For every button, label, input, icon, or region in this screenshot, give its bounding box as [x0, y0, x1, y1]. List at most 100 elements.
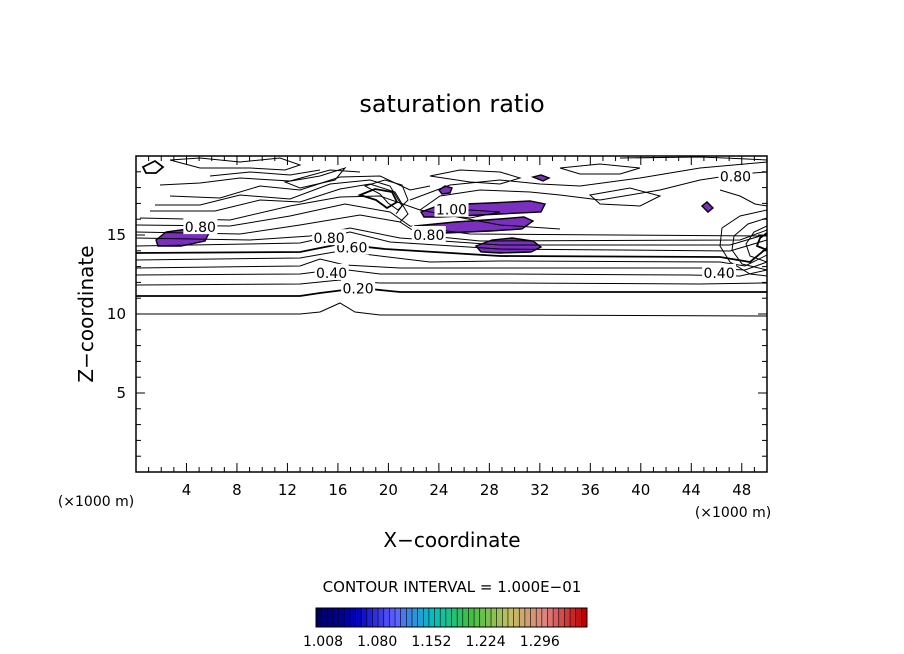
colorbar-swatch [558, 608, 565, 627]
colorbar-swatch [423, 608, 429, 627]
contour-label: 0.80 [720, 170, 751, 186]
x-tick-label: 48 [732, 481, 751, 499]
contour-line [139, 195, 561, 230]
contour-label-bg [183, 218, 218, 235]
contour-line [141, 159, 165, 174]
contour-line [363, 179, 409, 211]
colorbar-swatch [479, 608, 486, 627]
colorbar-swatch [462, 608, 469, 627]
contour-line [283, 167, 347, 189]
colorbar-swatch [474, 608, 480, 627]
contour-label: 0.80 [413, 228, 444, 244]
contour-line [136, 279, 767, 286]
contour-label-bg [312, 229, 347, 246]
x-axis-label: X−coordinate [383, 528, 520, 552]
contour-line [745, 225, 767, 263]
colorbar-label: 1.296 [520, 634, 560, 650]
colorbar-swatch [366, 608, 373, 627]
colorbar-swatch [400, 608, 407, 627]
contour-interval-text: CONTOUR INTERVAL = 1.000E−01 [323, 578, 582, 596]
x-tick-label: 40 [631, 481, 650, 499]
contour-label-bg [411, 226, 446, 242]
colorbar-swatch [321, 608, 328, 627]
colorbar-swatch [383, 608, 390, 627]
colorbar-swatch [372, 608, 379, 627]
contour-label-bg [718, 167, 753, 184]
colorbar-swatch [530, 608, 537, 627]
contour-group: 0.200.40 0.400.600.800.80 0.800.801.00 [136, 156, 767, 317]
contour-line [136, 203, 767, 237]
y-tick-label: 5 [116, 384, 126, 402]
contour-line [731, 217, 767, 271]
colorbar-swatch [327, 608, 333, 627]
colorbar-swatch [411, 608, 418, 627]
contour-line [136, 231, 767, 252]
contour-line [136, 250, 767, 267]
colorbar-swatch [445, 608, 452, 627]
contour-line [209, 169, 321, 177]
contour-line [136, 268, 767, 277]
colorbar-swatch [395, 608, 401, 627]
colorbar-swatch [417, 608, 424, 627]
x-tick-label: 32 [530, 481, 549, 499]
colorbar-label: 1.008 [303, 634, 343, 650]
colorbar: 1.008 1.080 1.152 1.224 1.296 [303, 607, 588, 650]
x-tick-label: 16 [328, 481, 347, 499]
contour-label: 0.20 [343, 282, 374, 298]
contour-line [429, 169, 522, 185]
x-unit-right: (×1000 m) [695, 505, 771, 521]
contour-line [159, 169, 361, 186]
colorbar-swatch [524, 608, 531, 627]
y-tick-label: 10 [107, 305, 126, 323]
colorbar-label: 1.224 [466, 634, 506, 650]
contour-label: 0.40 [316, 266, 347, 282]
contour-line [136, 243, 767, 263]
colorbar-swatch [406, 608, 412, 627]
supersaturated-region [530, 174, 551, 182]
colorbar-swatch [496, 608, 503, 627]
plot-area: 0.200.40 0.400.600.800.80 0.800.801.00 [135, 155, 768, 473]
contour-line [169, 157, 302, 171]
colorbar-swatch [519, 608, 525, 627]
colorbar-swatch [575, 608, 582, 627]
x-tick-label: 12 [278, 481, 297, 499]
colorbar-swatch [338, 608, 345, 627]
chart-title: saturation ratio [359, 90, 544, 118]
colorbar-swatch [468, 608, 475, 627]
x-tick-label: 8 [232, 481, 242, 499]
contour-line [357, 188, 399, 210]
contour-label-bg [702, 263, 737, 280]
colorbar-swatch [513, 608, 520, 627]
contour-label: 1.00 [436, 203, 467, 219]
colorbar-swatch [553, 608, 559, 627]
x-tick-label: 36 [581, 481, 600, 499]
colorbar-label: 1.080 [357, 634, 397, 650]
colorbar-swatch [507, 608, 514, 627]
contour-line [136, 227, 767, 246]
x-tick-label: 28 [480, 481, 499, 499]
contour-label: 0.80 [314, 231, 345, 247]
colorbar-swatch [547, 608, 554, 627]
x-tick-label: 4 [182, 481, 192, 499]
colorbar-swatch [344, 608, 350, 627]
contour-line [619, 156, 767, 161]
colorbar-swatch [428, 608, 435, 627]
y-axis-label: Z−coordinate [74, 245, 98, 382]
colorbar-swatch [451, 608, 458, 627]
contour-line [136, 258, 767, 271]
colorbar-swatch [349, 608, 356, 627]
supersaturated-region [700, 201, 715, 213]
colorbar-swatch [564, 608, 571, 627]
colorbar-swatch [502, 608, 508, 627]
x-tick-label: 20 [379, 481, 398, 499]
colorbar-swatch [434, 608, 441, 627]
colorbar-swatch [389, 608, 396, 627]
colorbar-swatch [378, 608, 384, 627]
contour-line [719, 209, 767, 277]
contour-line [409, 161, 767, 201]
colorbar-swatch [570, 608, 576, 627]
contour-line [136, 287, 767, 297]
contour-label-bg [341, 279, 376, 296]
